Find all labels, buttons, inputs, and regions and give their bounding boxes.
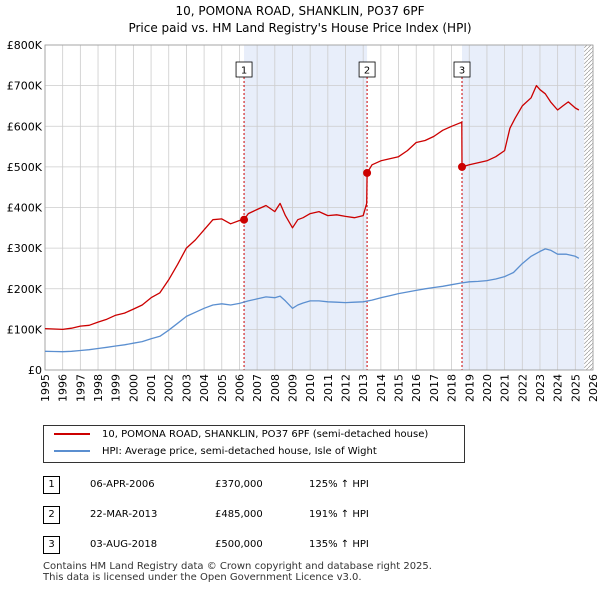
sale-hpi-change: 191% ↑ HPI	[309, 509, 369, 520]
x-tick-label: 1997	[74, 374, 87, 402]
x-tick-label: 2021	[499, 374, 512, 402]
price-chart: £0 £100K £200K £300K £400K £500K £600K £700K £80…	[7, 39, 600, 402]
sale-label-box	[235, 61, 253, 78]
y-tick-label: £400K	[7, 202, 43, 215]
sale-label-number: 2	[364, 66, 370, 77]
x-tick-label: 2016	[410, 374, 423, 402]
sale-date: 22-MAR-2013	[90, 509, 158, 520]
x-tick-label: 2025	[569, 374, 582, 402]
legend-swatch-property	[54, 433, 90, 435]
sale-row: 3 03-AUG-2018 £500,000 135% ↑ HPI	[43, 536, 463, 556]
sale-row: 1 06-APR-2006 £370,000 125% ↑ HPI	[43, 476, 463, 496]
x-tick-label: 2019	[463, 374, 476, 402]
x-tick-label: 2020	[481, 374, 494, 402]
x-tick-label: 2007	[251, 374, 264, 402]
x-tick-label: 1995	[39, 374, 52, 402]
x-tick-label: 2011	[322, 374, 335, 402]
x-tick-label: 2014	[375, 374, 388, 402]
sale-label-box	[358, 61, 376, 78]
x-tick-label: 2006	[233, 374, 246, 402]
sale-point	[458, 162, 467, 171]
sale-date: 06-APR-2006	[90, 479, 155, 490]
legend-label-property: 10, POMONA ROAD, SHANKLIN, PO37 6PF (sem…	[102, 429, 429, 440]
x-tick-label: 2001	[145, 374, 158, 402]
sale-label-number: 1	[241, 66, 247, 77]
sale-number-badge: 1	[43, 476, 60, 494]
sale-row: 2 22-MAR-2013 £485,000 191% ↑ HPI	[43, 506, 463, 526]
hpi-line	[44, 248, 580, 353]
x-tick-label: 2012	[340, 374, 353, 402]
plot-frame	[44, 44, 594, 371]
x-tick-label: 2022	[516, 374, 529, 402]
y-tick-label: £0	[28, 364, 42, 377]
x-tick-label: 2009	[286, 374, 299, 402]
y-tick-label: £700K	[7, 80, 43, 93]
sale-hpi-change: 135% ↑ HPI	[309, 539, 369, 550]
y-tick-label: £600K	[7, 120, 43, 133]
sale-date: 03-AUG-2018	[90, 539, 158, 550]
sale-number-badge: 2	[43, 506, 60, 524]
x-tick-label: 2003	[180, 374, 193, 402]
x-tick-label: 1996	[57, 374, 70, 402]
x-tick-label: 1999	[110, 374, 123, 402]
legend-swatch-hpi	[54, 450, 90, 452]
sale-price: £485,000	[215, 509, 263, 520]
sale-point	[363, 168, 372, 177]
legend-label-hpi: HPI: Average price, semi-detached house,…	[102, 446, 377, 457]
y-tick-label: £200K	[7, 283, 43, 296]
y-tick-label: £500K	[7, 161, 43, 174]
legend-item-hpi: HPI: Average price, semi-detached house,…	[54, 444, 377, 460]
y-tick-label: £800K	[7, 39, 43, 52]
sale-price: £370,000	[215, 479, 263, 490]
footer-license: This data is licensed under the Open Gov…	[43, 572, 362, 583]
chart-legend: 10, POMONA ROAD, SHANKLIN, PO37 6PF (sem…	[43, 425, 465, 463]
x-tick-label: 2024	[552, 374, 565, 402]
y-tick-label: £100K	[7, 323, 43, 336]
x-tick-label: 2008	[269, 374, 282, 402]
sale-point	[240, 215, 249, 224]
sale-price: £500,000	[215, 539, 263, 550]
chart-title: 10, POMONA ROAD, SHANKLIN, PO37 6PF	[175, 4, 425, 18]
x-tick-label: 2005	[216, 374, 229, 402]
y-tick-label: £300K	[7, 242, 43, 255]
x-tick-label: 1998	[92, 374, 105, 402]
sale-label-number: 3	[459, 66, 465, 77]
legend-item-property: 10, POMONA ROAD, SHANKLIN, PO37 6PF (sem…	[54, 427, 428, 443]
x-tick-label: 2026	[587, 374, 600, 402]
x-tick-label: 2004	[198, 374, 211, 402]
x-tick-label: 2013	[357, 374, 370, 402]
x-tick-label: 2002	[163, 374, 176, 402]
property-price-line	[44, 84, 580, 331]
x-tick-label: 2000	[127, 374, 140, 402]
x-tick-label: 2018	[446, 374, 459, 402]
x-tick-label: 2010	[304, 374, 317, 402]
x-tick-label: 2017	[428, 374, 441, 402]
footer-copyright: Contains HM Land Registry data © Crown c…	[43, 561, 432, 572]
x-tick-label: 2023	[534, 374, 547, 402]
x-tick-label: 2015	[393, 374, 406, 402]
sale-hpi-change: 125% ↑ HPI	[309, 479, 369, 490]
sale-label-box	[453, 61, 471, 78]
sale-number-badge: 3	[43, 536, 60, 554]
chart-subtitle: Price paid vs. HM Land Registry's House …	[128, 21, 472, 35]
